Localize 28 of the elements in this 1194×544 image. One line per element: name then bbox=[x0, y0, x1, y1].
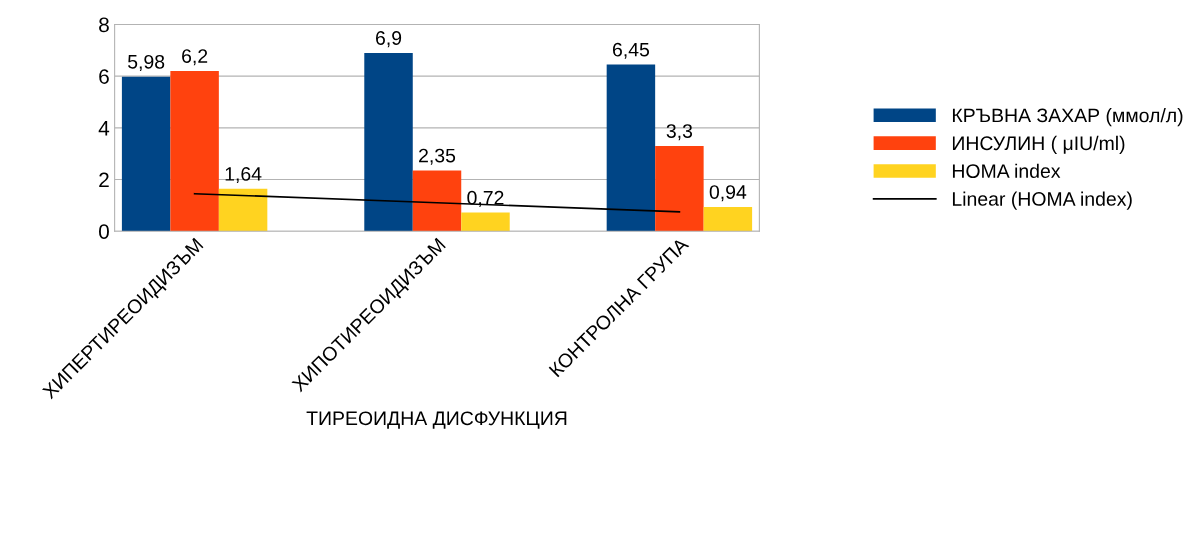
bar bbox=[703, 206, 753, 232]
data-label: 0,94 bbox=[709, 185, 747, 202]
y-tick-label: 4 bbox=[98, 121, 110, 136]
legend-label: Linear (HOMA index) bbox=[952, 191, 1132, 210]
data-label: 3,3 bbox=[666, 124, 693, 141]
y-tick-label: 6 bbox=[99, 69, 109, 84]
bar bbox=[170, 70, 219, 232]
y-tick-label: 8 bbox=[99, 17, 109, 33]
bar bbox=[412, 170, 462, 232]
legend-label: HOMA index bbox=[952, 163, 1061, 178]
bar bbox=[218, 188, 268, 232]
data-label: 0,72 bbox=[467, 190, 504, 207]
legend-label: ИНСУЛИН ( μIU/ml) bbox=[952, 135, 1125, 154]
data-label: 2,35 bbox=[419, 148, 456, 165]
bar bbox=[461, 212, 510, 232]
bar bbox=[364, 52, 413, 232]
data-label: 6,45 bbox=[612, 42, 650, 59]
bar bbox=[655, 145, 704, 232]
y-tick-label: 0 bbox=[98, 224, 109, 239]
data-label: 5,98 bbox=[127, 54, 165, 71]
data-label: 6,2 bbox=[182, 49, 208, 66]
legend-label: КРЪВНА ЗАХАР (ммол/л) bbox=[952, 108, 1183, 127]
bar bbox=[121, 76, 171, 232]
bar bbox=[606, 64, 656, 232]
x-axis-title: ТИРЕОИДНА ДИСФУНКЦИЯ bbox=[306, 411, 567, 429]
y-tick-label: 2 bbox=[99, 172, 109, 188]
data-label: 1,64 bbox=[225, 167, 262, 184]
data-label: 6,9 bbox=[376, 31, 402, 48]
